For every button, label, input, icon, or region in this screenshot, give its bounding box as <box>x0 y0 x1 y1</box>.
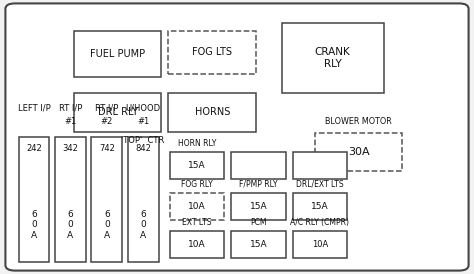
Text: 6
0
A: 6 0 A <box>140 210 146 240</box>
Bar <box>282 22 383 93</box>
Bar <box>315 133 402 171</box>
Text: 742: 742 <box>99 144 115 153</box>
Text: DRL RLY: DRL RLY <box>98 107 138 118</box>
Text: F/PMP RLY: F/PMP RLY <box>239 180 278 189</box>
Bar <box>231 152 286 179</box>
Bar <box>293 231 347 258</box>
Text: DRL/EXT LTS: DRL/EXT LTS <box>296 180 344 189</box>
Text: LEFT I/P: LEFT I/P <box>18 104 50 112</box>
Text: EXT LTS: EXT LTS <box>182 218 212 227</box>
Bar <box>231 193 286 220</box>
Bar <box>170 193 224 220</box>
Text: PCM: PCM <box>250 218 267 227</box>
Text: 10A: 10A <box>188 202 206 211</box>
Text: 15A: 15A <box>250 240 267 249</box>
Bar <box>128 137 158 262</box>
Bar <box>170 152 224 179</box>
Text: #2: #2 <box>100 117 113 126</box>
Text: RT I/P: RT I/P <box>95 104 118 112</box>
Bar <box>55 137 86 262</box>
Text: 6
0
A: 6 0 A <box>104 210 110 240</box>
Text: #1: #1 <box>137 117 149 126</box>
Bar <box>231 231 286 258</box>
Bar <box>18 137 49 262</box>
Bar <box>168 31 256 74</box>
Text: HORNS: HORNS <box>194 107 230 118</box>
Text: FOG LTS: FOG LTS <box>192 47 232 58</box>
Bar <box>74 31 161 77</box>
Text: BLOWER MOTOR: BLOWER MOTOR <box>325 117 392 126</box>
Text: 6
0
A: 6 0 A <box>31 210 37 240</box>
Text: 842: 842 <box>135 144 151 153</box>
Text: HORN RLY: HORN RLY <box>178 139 216 148</box>
Text: 15A: 15A <box>188 161 206 170</box>
Bar <box>91 137 122 262</box>
Text: CRANK
RLY: CRANK RLY <box>315 47 351 69</box>
Text: 10A: 10A <box>312 240 328 249</box>
Text: A/C RLY (CMPR): A/C RLY (CMPR) <box>291 218 349 227</box>
Text: 15A: 15A <box>250 202 267 211</box>
Bar <box>293 193 347 220</box>
Text: FOG RLY: FOG RLY <box>181 180 213 189</box>
Text: 342: 342 <box>63 144 78 153</box>
FancyBboxPatch shape <box>5 3 469 271</box>
Text: 6
0
A: 6 0 A <box>67 210 73 240</box>
Text: RT I/P: RT I/P <box>59 104 82 112</box>
Text: FUEL PUMP: FUEL PUMP <box>90 49 145 59</box>
Bar <box>168 93 256 132</box>
Text: 'TOP'  CTR: 'TOP' CTR <box>121 136 164 145</box>
Text: 242: 242 <box>26 144 42 153</box>
Text: #1: #1 <box>64 117 76 126</box>
Text: 30A: 30A <box>348 147 370 157</box>
Bar <box>74 93 161 132</box>
Text: U/HOOD: U/HOOD <box>126 104 161 112</box>
Bar <box>293 152 347 179</box>
Text: 10A: 10A <box>188 240 206 249</box>
Bar <box>170 231 224 258</box>
Text: 15A: 15A <box>311 202 329 211</box>
